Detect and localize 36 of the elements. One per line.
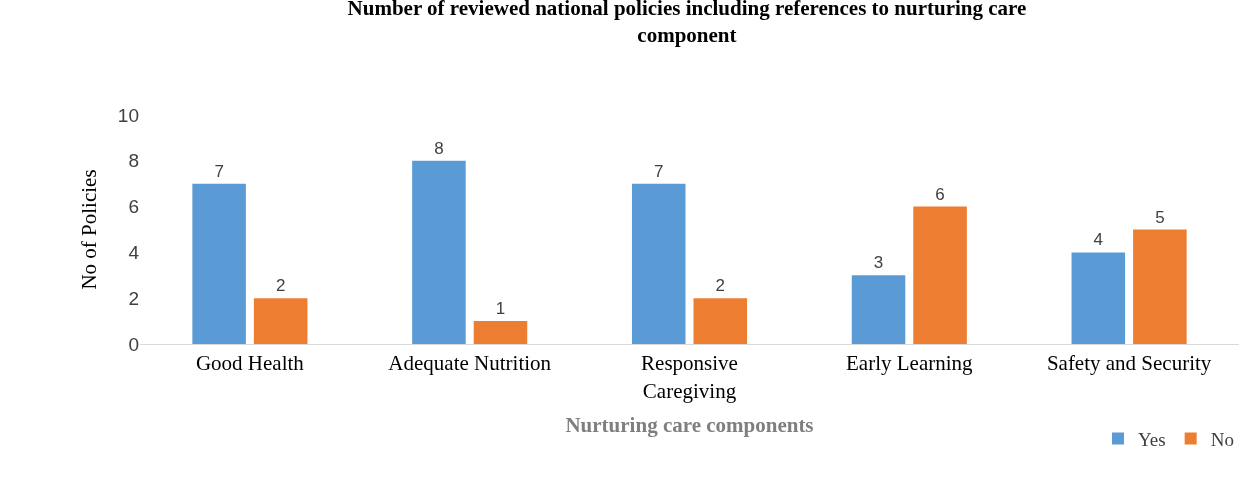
legend-label: Yes — [1138, 428, 1166, 450]
y-tick-label: 0 — [128, 333, 139, 355]
bar — [253, 298, 308, 344]
bar — [693, 298, 748, 344]
x-axis-title: Nurturing care components — [565, 412, 814, 437]
y-tick-label: 6 — [128, 196, 139, 218]
data-label: 6 — [935, 184, 945, 204]
x-tick-label: Responsive Caregiving — [641, 351, 738, 403]
data-label: 2 — [275, 276, 286, 296]
bar — [473, 321, 528, 344]
y-tick-label: 4 — [128, 242, 140, 264]
y-tick-label: 8 — [128, 150, 139, 172]
data-label: 1 — [495, 299, 506, 319]
x-tick-label: Adequate Nutrition — [388, 351, 552, 376]
bar — [1071, 252, 1126, 344]
data-label: 3 — [873, 253, 884, 273]
y-tick-label: 2 — [128, 287, 139, 309]
bar — [851, 275, 906, 344]
data-label: 5 — [1155, 207, 1165, 227]
bar — [631, 183, 686, 344]
y-tick-label: 10 — [117, 104, 139, 126]
x-tick-label: Good Health — [195, 351, 305, 376]
legend-label: No — [1210, 428, 1234, 450]
chart-title: Number of reviewed national policies including references to nurturing care component — [347, 0, 1027, 48]
data-label: 2 — [715, 276, 725, 296]
data-label: 8 — [434, 138, 444, 158]
bar — [192, 183, 246, 344]
data-label: 7 — [214, 161, 224, 181]
x-tick-label: Safety and Security — [1046, 351, 1212, 376]
data-label: 7 — [654, 161, 664, 181]
bar — [1133, 229, 1187, 344]
x-tick-label: Early Learning — [846, 351, 974, 376]
data-label: 4 — [1093, 230, 1104, 250]
bar — [412, 160, 466, 344]
y-axis-title: No of Policies — [77, 169, 102, 290]
bar — [913, 206, 967, 344]
